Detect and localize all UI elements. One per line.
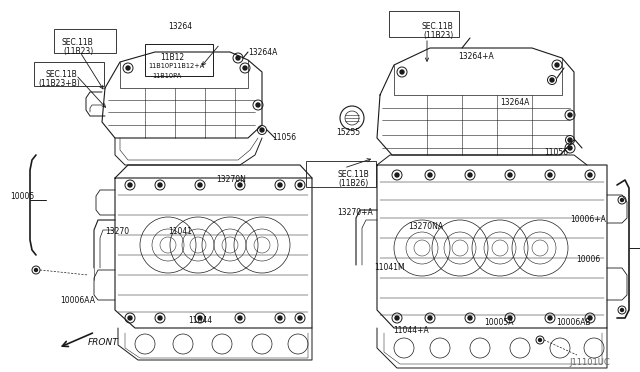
Circle shape (126, 66, 130, 70)
Text: 10006+A: 10006+A (570, 215, 606, 224)
FancyBboxPatch shape (306, 161, 376, 187)
Circle shape (468, 316, 472, 320)
Text: 13264: 13264 (168, 22, 192, 31)
Circle shape (468, 173, 472, 177)
Circle shape (238, 183, 242, 187)
Text: J11101UC: J11101UC (569, 358, 610, 367)
Text: (11B23): (11B23) (423, 31, 453, 40)
Circle shape (508, 173, 512, 177)
FancyBboxPatch shape (34, 62, 104, 86)
Text: FRONT: FRONT (88, 338, 119, 347)
Circle shape (621, 199, 623, 202)
Text: 11056: 11056 (272, 133, 296, 142)
Circle shape (395, 173, 399, 177)
Text: 13270+A: 13270+A (337, 208, 372, 217)
Circle shape (568, 113, 572, 117)
Text: SEC.11B: SEC.11B (62, 38, 93, 47)
Text: SEC.11B: SEC.11B (422, 22, 454, 31)
Text: 13264A: 13264A (248, 48, 277, 57)
Circle shape (568, 146, 572, 150)
Text: 11041: 11041 (168, 227, 192, 236)
Text: 11044+A: 11044+A (393, 326, 429, 335)
FancyBboxPatch shape (389, 11, 459, 37)
Circle shape (548, 173, 552, 177)
Circle shape (548, 316, 552, 320)
Text: 11041M: 11041M (374, 263, 404, 272)
FancyBboxPatch shape (54, 29, 116, 53)
Circle shape (621, 308, 623, 311)
Circle shape (568, 138, 572, 142)
Text: 11044: 11044 (188, 316, 212, 325)
Text: 10006AA: 10006AA (60, 296, 95, 305)
Text: 11B12: 11B12 (160, 53, 184, 62)
Text: 11B10P11B12+A: 11B10P11B12+A (148, 63, 204, 69)
Circle shape (508, 316, 512, 320)
Circle shape (550, 78, 554, 82)
Circle shape (198, 183, 202, 187)
Text: 11B10PA: 11B10PA (152, 73, 181, 79)
Circle shape (298, 316, 302, 320)
Circle shape (260, 128, 264, 132)
Text: 13270: 13270 (105, 227, 129, 236)
Text: 15255: 15255 (336, 128, 360, 137)
Circle shape (198, 316, 202, 320)
Circle shape (128, 183, 132, 187)
Circle shape (158, 183, 162, 187)
Text: 13264+A: 13264+A (458, 52, 493, 61)
Text: SEC.11B: SEC.11B (45, 70, 77, 79)
Text: 13270N: 13270N (216, 175, 246, 184)
Circle shape (128, 316, 132, 320)
Circle shape (278, 316, 282, 320)
Circle shape (243, 66, 247, 70)
Text: 10005: 10005 (10, 192, 35, 201)
Circle shape (298, 183, 302, 187)
Text: 13270NA: 13270NA (408, 222, 443, 231)
Circle shape (588, 173, 592, 177)
Circle shape (555, 63, 559, 67)
Text: 10005A: 10005A (484, 318, 513, 327)
Bar (145, 44, 213, 76)
Text: 10006AB: 10006AB (556, 318, 591, 327)
Text: 10006: 10006 (576, 255, 600, 264)
Circle shape (428, 316, 432, 320)
Circle shape (256, 103, 260, 107)
Circle shape (400, 70, 404, 74)
Circle shape (236, 56, 240, 60)
Circle shape (238, 316, 242, 320)
Text: (11B23+B): (11B23+B) (38, 79, 80, 88)
Circle shape (158, 316, 162, 320)
Circle shape (395, 316, 399, 320)
Text: SEC.11B: SEC.11B (337, 170, 369, 179)
Circle shape (428, 173, 432, 177)
Text: 13264A: 13264A (500, 98, 529, 107)
Circle shape (588, 316, 592, 320)
Circle shape (538, 339, 541, 341)
Text: (11B26): (11B26) (338, 179, 368, 188)
Circle shape (278, 183, 282, 187)
Text: 11056: 11056 (544, 148, 568, 157)
Text: (11B23): (11B23) (63, 47, 93, 56)
Circle shape (35, 269, 38, 272)
